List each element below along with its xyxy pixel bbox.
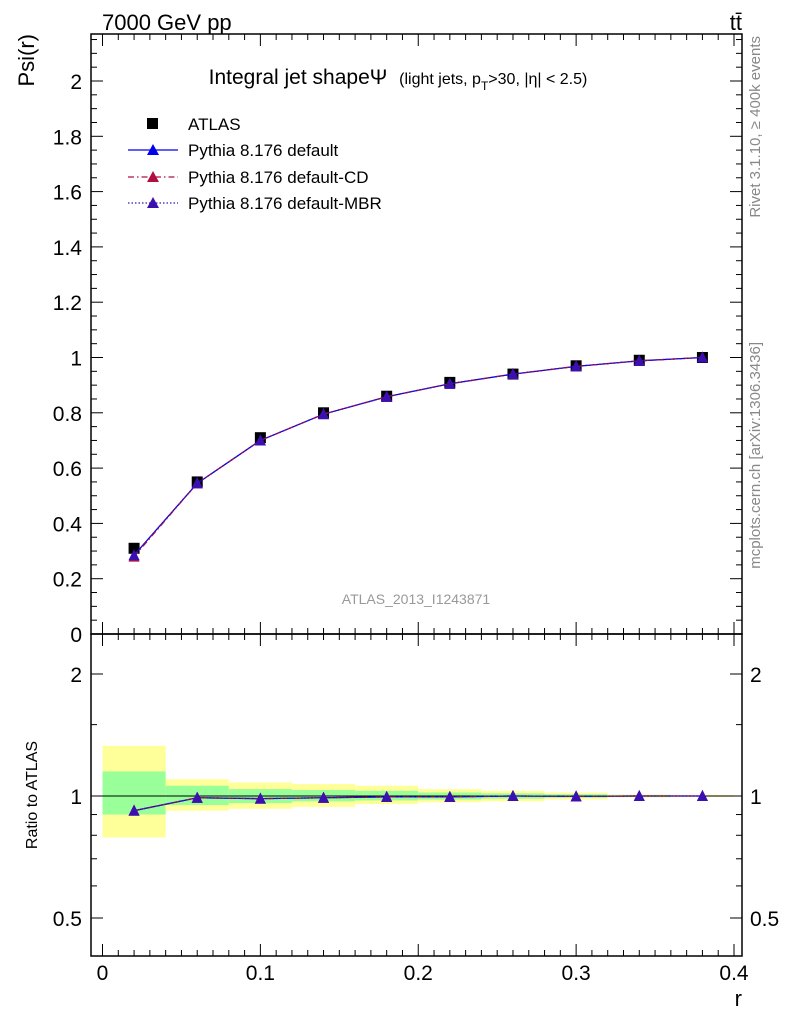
lower-y-tick-label: 1	[70, 786, 82, 809]
legend-marker-mbr	[128, 197, 178, 208]
marker-mbr	[128, 549, 140, 561]
mcplots-label: mcplots.cern.ch [arXiv:1306.3436]	[747, 342, 764, 569]
header-left: 7000 GeV pp	[102, 10, 232, 35]
ratio-marker-mbr	[254, 792, 266, 804]
analysis-watermark: ATLAS_2013_I1243871	[342, 591, 491, 607]
plot-title: Integral jet shapeΨ (light jets, pT>30, …	[209, 66, 588, 93]
upper-y-tick-label: 1	[70, 348, 82, 371]
ratio-line-cd	[133, 795, 703, 812]
line-default	[133, 356, 703, 556]
upper-y-tick-label: 0.4	[53, 513, 83, 536]
upper-y-tick-label: 0.8	[53, 403, 82, 426]
y-axis-title-lower: Ratio to ATLAS	[24, 741, 41, 849]
lower-y-tick-label: 0.5	[53, 908, 82, 931]
marker-mbr	[696, 351, 708, 363]
upper-y-tick-label: 0.2	[53, 569, 82, 592]
x-tick-label: 0	[97, 962, 109, 985]
plot-title-sub-subscript: T	[481, 79, 489, 93]
upper-y-tick-label: 0	[70, 624, 82, 647]
upper-panel: 0 0.2 0.4 0.6 0.8 1 1.2 1.4 1.6 1.8 2	[53, 33, 743, 647]
marker-mbr	[318, 408, 330, 420]
ratio-marker-mbr	[507, 790, 519, 801]
ratio-marker-mbr	[696, 790, 708, 801]
lower-frame	[90, 633, 743, 957]
upper-y-tick-label: 1.4	[53, 237, 83, 260]
plot-title-main: Integral jet shapeΨ	[209, 66, 388, 89]
y-axis-title-upper: Psi(r)	[14, 34, 39, 87]
lower-y-tick-label: 2	[70, 664, 82, 687]
ratio-marker-mbr	[444, 790, 456, 802]
header-right: tt̄	[730, 10, 742, 35]
line-mbr	[133, 356, 703, 556]
marker-mbr	[633, 354, 645, 366]
lower-y-tick-label-right: 0.5	[750, 908, 779, 931]
legend-label-atlas: ATLAS	[188, 115, 241, 134]
plot-title-sub-pre: (light jets, p	[399, 71, 481, 88]
ratio-marker-mbr	[191, 791, 203, 803]
legend-marker-cd	[128, 171, 178, 182]
plot-title-sub-post: >30, |η| < 2.5)	[488, 71, 587, 88]
upper-x-ticks	[102, 34, 735, 634]
upper-y-tick-label: 1.2	[53, 292, 82, 315]
ratio-marker-mbr	[381, 790, 393, 802]
upper-y-tick-label: 0.6	[53, 458, 82, 481]
upper-series	[128, 351, 708, 562]
legend-marker-atlas	[147, 118, 158, 129]
x-tick-label: 0.4	[719, 962, 749, 985]
ratio-marker-mbr	[633, 790, 645, 801]
rivet-label: Rivet 3.1.10, ≥ 400k events	[747, 36, 764, 218]
lower-y-tick-label-right: 1	[750, 786, 762, 809]
marker-mbr	[381, 390, 393, 402]
legend-label-default: Pythia 8.176 default	[188, 141, 339, 160]
line-cd	[133, 356, 703, 558]
legend-marker-default	[128, 144, 178, 155]
lower-series	[128, 790, 708, 816]
lower-panel: 0.5 0.5 1 1 2 2 0 0.1 0.2 0.3 0.4	[53, 633, 779, 985]
legend-label-cd: Pythia 8.176 default-CD	[188, 168, 369, 187]
marker-mbr	[507, 368, 519, 380]
svg-text:Integral jet shapeΨ (lig: Integral jet shapeΨ (light jets, pT>30, …	[209, 66, 588, 93]
ratio-marker-mbr	[128, 804, 140, 816]
marker-mbr	[570, 360, 582, 372]
marker-mbr	[444, 377, 456, 389]
lower-y-ticks: 0.5 0.5 1 1 2 2	[53, 664, 779, 931]
upper-y-tick-label: 1.6	[53, 182, 82, 205]
ratio-marker-mbr	[570, 790, 582, 802]
x-tick-label: 0.2	[404, 962, 433, 985]
ratio-marker-mbr	[318, 791, 330, 803]
x-tick-label: 0.1	[246, 962, 275, 985]
upper-y-tick-label: 1.8	[53, 126, 82, 149]
legend: ATLAS Pythia 8.176 default Pythia 8.176 …	[128, 115, 382, 213]
x-axis-title: r	[735, 986, 742, 1011]
upper-y-ticks: 0 0.2 0.4 0.6 0.8 1 1.2 1.4 1.6 1.8 2	[53, 39, 742, 647]
upper-y-tick-label: 2	[70, 71, 82, 94]
marker-mbr	[191, 477, 203, 489]
atlas-data-point	[128, 542, 140, 554]
x-tick-label: 0.3	[562, 962, 591, 985]
marker-mbr	[254, 434, 266, 446]
legend-label-mbr: Pythia 8.176 default-MBR	[188, 194, 382, 213]
lower-x-ticks: 0 0.1 0.2 0.3 0.4	[97, 634, 749, 985]
lower-y-tick-label-right: 2	[750, 664, 762, 687]
